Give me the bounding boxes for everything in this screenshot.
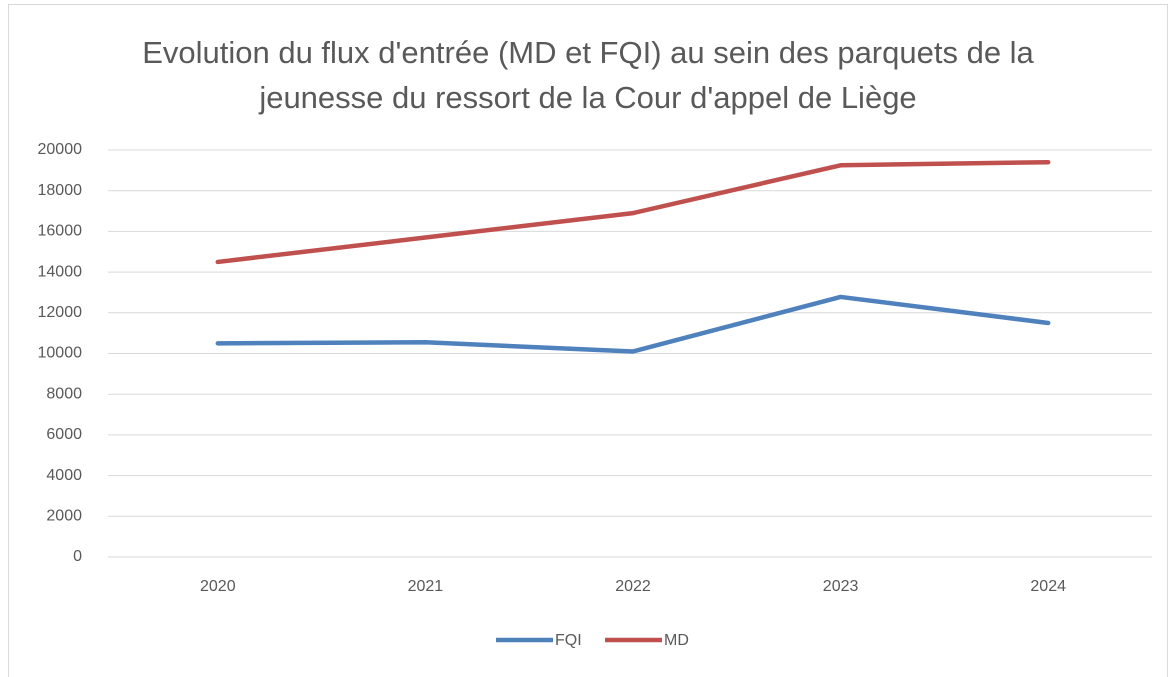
x-tick-label: 2024: [1030, 578, 1066, 595]
y-tick-label: 2000: [46, 508, 82, 525]
y-tick-label: 8000: [46, 385, 82, 402]
legend-label: FQI: [555, 632, 582, 649]
y-tick-label: 6000: [46, 426, 82, 443]
x-tick-label: 2022: [615, 578, 651, 595]
y-tick-label: 0: [73, 548, 82, 565]
y-tick-label: 10000: [38, 345, 83, 362]
chart-frame: [8, 4, 1168, 677]
series-line: [215, 294, 1051, 354]
chart-title: Evolution du flux d'entrée (MD et FQI) a…: [142, 35, 1034, 115]
y-tick-label: 18000: [38, 182, 83, 199]
y-tick-label: 16000: [38, 223, 83, 240]
y-tick-label: 20000: [38, 141, 83, 158]
y-tick-label: 12000: [38, 304, 83, 321]
y-tick-label: 4000: [46, 467, 82, 484]
y-tick-label: 14000: [38, 263, 83, 280]
series-line: [215, 159, 1051, 265]
x-tick-label: 2023: [823, 578, 859, 595]
x-tick-label: 2021: [408, 578, 444, 595]
x-tick-label: 2020: [200, 578, 236, 595]
legend-label: MD: [664, 632, 689, 649]
